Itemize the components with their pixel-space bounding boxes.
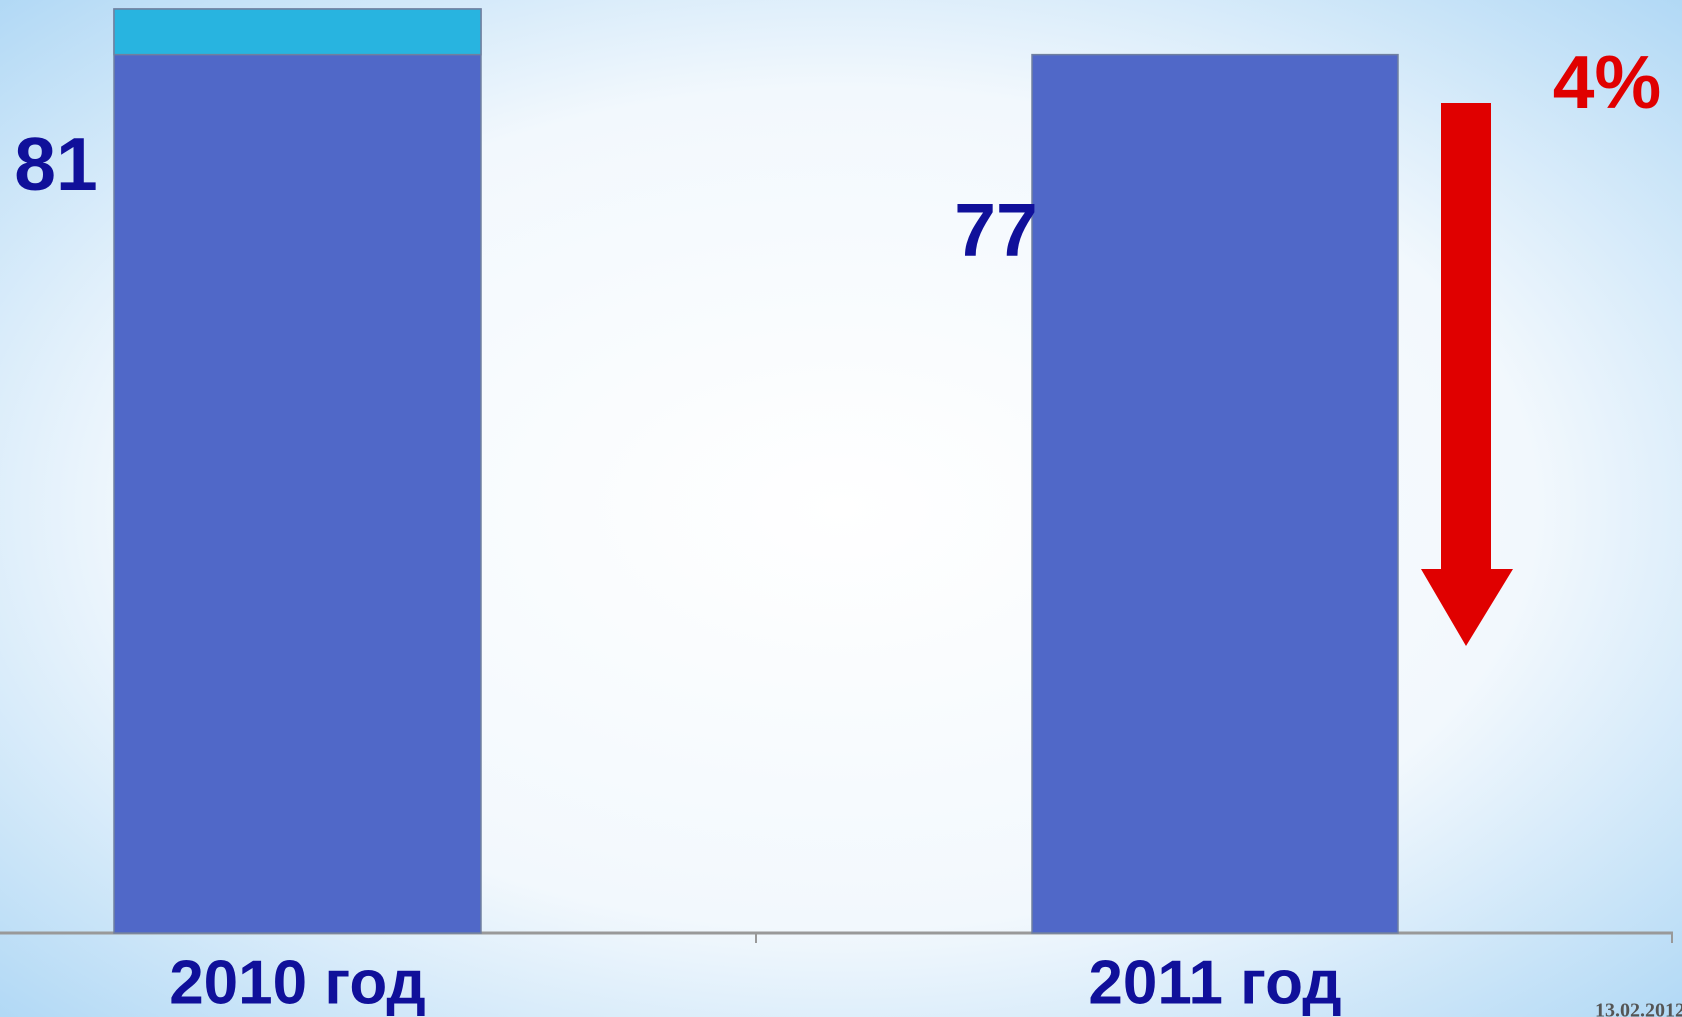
x-tick-label: 2011 год bbox=[1088, 948, 1341, 1017]
bar bbox=[1031, 53, 1399, 934]
footer-date: 13.02.2012 bbox=[1595, 1000, 1682, 1017]
bar bbox=[113, 8, 482, 934]
value-label: 81 bbox=[14, 122, 97, 206]
x-tick-label: 2010 год bbox=[169, 948, 426, 1017]
difference-segment bbox=[113, 8, 482, 56]
value-label: 77 bbox=[954, 188, 1037, 272]
annotation: 4% bbox=[1553, 40, 1661, 124]
decrease-arrow bbox=[1421, 103, 1513, 646]
